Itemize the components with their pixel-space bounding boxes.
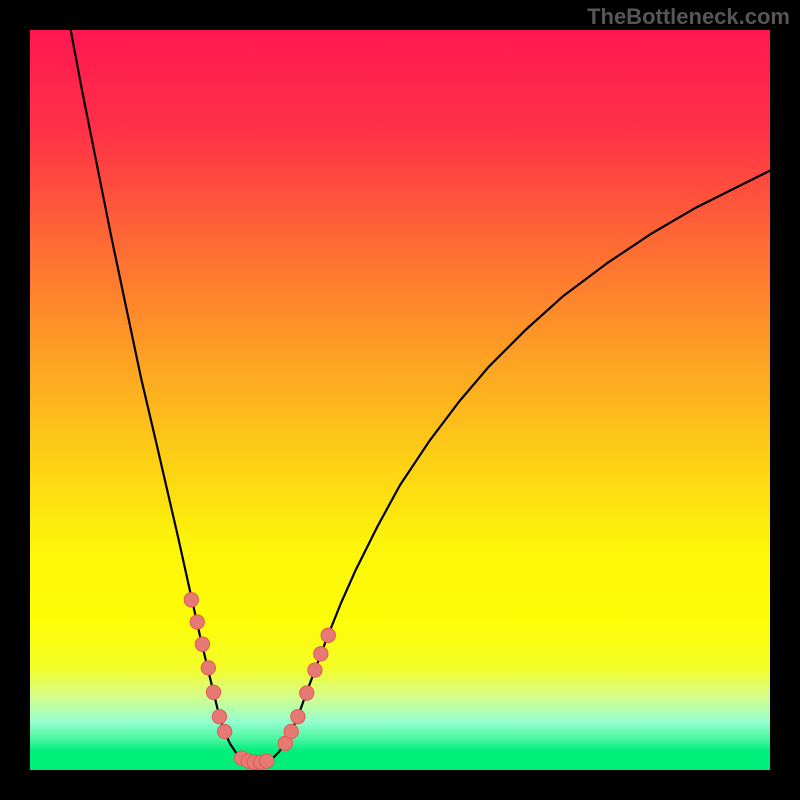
data-marker <box>291 710 305 724</box>
data-marker <box>201 661 215 675</box>
data-marker <box>308 663 322 677</box>
data-marker <box>217 724 231 738</box>
data-marker <box>321 628 335 642</box>
data-marker <box>206 685 220 699</box>
data-marker <box>260 754 274 768</box>
gradient-background <box>30 30 770 770</box>
data-marker <box>212 710 226 724</box>
data-marker <box>184 593 198 607</box>
data-marker <box>300 686 314 700</box>
watermark-text: TheBottleneck.com <box>587 4 790 30</box>
data-marker <box>284 724 298 738</box>
data-marker <box>314 647 328 661</box>
chart-container: TheBottleneck.com <box>0 0 800 800</box>
plot-area <box>30 30 770 770</box>
data-marker <box>195 637 209 651</box>
data-marker <box>190 615 204 629</box>
chart-svg <box>30 30 770 770</box>
